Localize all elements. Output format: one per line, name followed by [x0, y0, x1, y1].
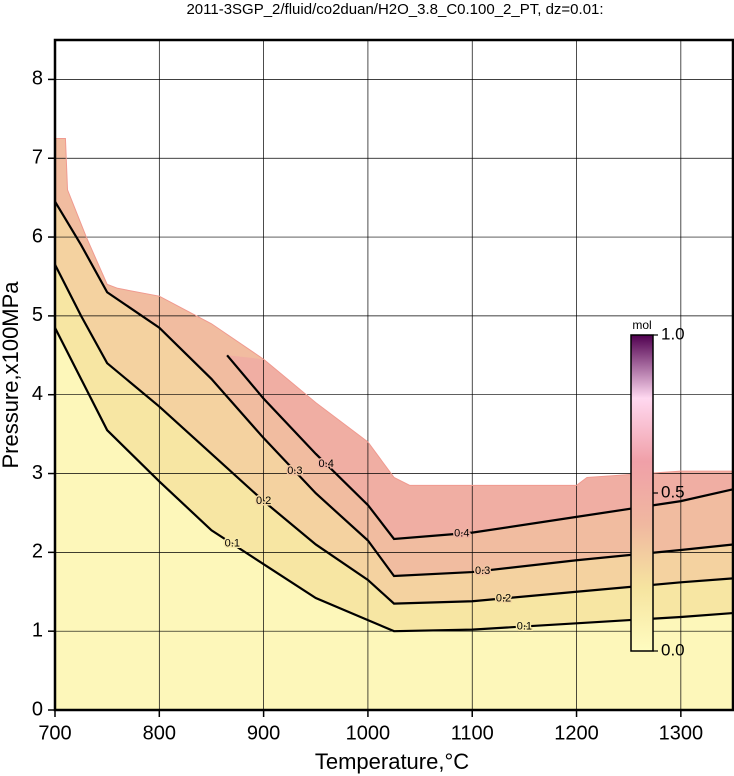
boundary-line [55, 138, 733, 486]
band-fill [227, 355, 733, 539]
x-tick-label: 1100 [451, 722, 494, 744]
x-tick-label: 700 [38, 722, 71, 744]
contour-label: 0.2 [256, 495, 271, 507]
y-tick-label: 7 [32, 147, 43, 169]
chart-title: 2011-3SGP_2/fluid/co2duan/H2O_3.8_C0.100… [186, 1, 603, 18]
x-tick-label: 1300 [659, 722, 704, 744]
colorbar-label: mol [632, 318, 651, 332]
contour-label: 0.1 [225, 538, 240, 550]
y-tick-label: 5 [32, 304, 43, 326]
y-tick-label: 2 [32, 541, 43, 563]
colorbar-tick-label: 1.0 [661, 324, 685, 343]
y-axis-label: Pressure,x100MPa [0, 281, 23, 469]
colorbar-tick-label: 0.5 [661, 482, 685, 501]
colorbar-tick-label: 0.0 [661, 640, 685, 659]
contour-label: 0.4 [454, 527, 469, 539]
x-tick-label: 800 [143, 722, 176, 744]
contour-label: 0.2 [496, 592, 511, 604]
x-axis-label: Temperature,°C [315, 749, 469, 774]
contour-label: 0.3 [287, 465, 302, 477]
y-tick-label: 3 [32, 462, 43, 484]
x-tick-label: 900 [247, 722, 280, 744]
contour-label: 0.1 [517, 620, 532, 632]
x-tick-label: 1200 [554, 722, 599, 744]
colorbar [630, 334, 654, 652]
contour-label: 0.4 [319, 458, 334, 470]
contour-line [54, 201, 734, 578]
y-tick-label: 0 [32, 698, 43, 720]
plot-frame [53, 38, 734, 712]
contour-label: 0.3 [475, 565, 490, 577]
y-tick-label: 4 [32, 383, 43, 405]
y-tick-label: 6 [32, 225, 43, 247]
y-tick-label: 8 [32, 68, 43, 90]
contour-line [54, 327, 734, 633]
contour-line [54, 264, 734, 605]
x-tick-label: 1000 [346, 722, 391, 744]
y-tick-label: 1 [32, 619, 43, 641]
